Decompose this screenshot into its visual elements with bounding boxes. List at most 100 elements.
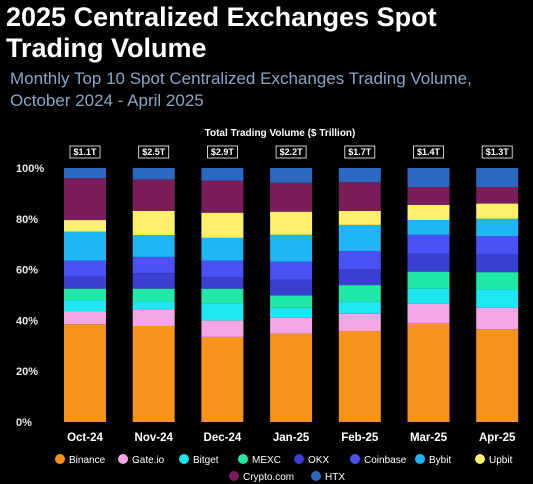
bar-segment-binance bbox=[476, 329, 519, 422]
bar-segment-mexc bbox=[407, 271, 450, 289]
bar-segment-bybit bbox=[132, 235, 175, 257]
legend-swatch bbox=[294, 454, 304, 464]
legend-label: Upbit bbox=[489, 455, 513, 466]
legend-swatch bbox=[229, 471, 239, 481]
legend-label: Gate.io bbox=[132, 455, 165, 466]
bar-segment-htx bbox=[407, 168, 450, 188]
bar-segment-mexc bbox=[338, 285, 381, 302]
bar-segment-coinbase bbox=[407, 234, 450, 254]
legend-label: Bitget bbox=[193, 455, 219, 466]
bar-segment-crypto-com bbox=[132, 179, 175, 211]
bar-segment-binance bbox=[270, 333, 313, 422]
x-tick-label: Nov-24 bbox=[135, 432, 174, 444]
total-label: $1.7T bbox=[348, 147, 372, 157]
bar-segment-bybit bbox=[476, 218, 519, 237]
bar-segment-okx bbox=[407, 253, 450, 272]
total-box bbox=[413, 145, 444, 159]
legend-swatch bbox=[350, 454, 360, 464]
total-label: $1.3T bbox=[486, 147, 510, 157]
bar-segment-mexc bbox=[201, 288, 244, 304]
bar-segment-bybit bbox=[270, 234, 313, 262]
total-label: $1.1T bbox=[73, 147, 97, 157]
total-box bbox=[275, 145, 307, 159]
bar-segment-binance bbox=[64, 324, 106, 422]
bar-segment-gate-io bbox=[132, 309, 175, 326]
bar-segment-gate-io bbox=[201, 320, 244, 337]
bar-segment-bitget bbox=[132, 301, 175, 310]
bar-segment-upbit bbox=[64, 220, 106, 232]
y-tick-label: 20% bbox=[16, 366, 38, 378]
total-label: $2.5T bbox=[142, 147, 166, 157]
bar-segment-htx bbox=[132, 168, 175, 180]
bar-segment-bybit bbox=[407, 220, 450, 235]
bar-segment-coinbase bbox=[201, 260, 244, 278]
bar-segment-bitget bbox=[338, 301, 381, 314]
bar-segment-coinbase bbox=[270, 261, 313, 280]
bar-segment-crypto-com bbox=[338, 182, 381, 211]
total-box bbox=[206, 145, 238, 159]
y-tick-label: 80% bbox=[16, 214, 38, 226]
total-box bbox=[138, 145, 170, 159]
bar-segment-crypto-com bbox=[201, 180, 244, 213]
legend-label: Binance bbox=[69, 455, 106, 466]
x-tick-label: Jan-25 bbox=[273, 432, 310, 444]
legend-swatch bbox=[415, 454, 425, 464]
bar-segment-binance bbox=[407, 322, 450, 422]
x-tick-label: Feb-25 bbox=[341, 432, 379, 444]
legend-swatch bbox=[238, 454, 248, 464]
bar-segment-htx bbox=[270, 168, 313, 183]
bar-segment-coinbase bbox=[338, 251, 381, 270]
bar-segment-upbit bbox=[476, 203, 519, 219]
total-label: $2.9T bbox=[211, 147, 235, 157]
bar-segment-gate-io bbox=[270, 317, 313, 334]
bar-segment-bitget bbox=[201, 303, 244, 321]
total-label: $2.2T bbox=[280, 147, 304, 157]
y-tick-label: 40% bbox=[16, 315, 38, 327]
bar-segment-htx bbox=[476, 168, 519, 188]
bar-segment-htx bbox=[64, 168, 106, 179]
bar-segment-gate-io bbox=[64, 311, 106, 325]
x-tick-label: Apr-25 bbox=[479, 432, 516, 444]
bar-segment-mexc bbox=[64, 288, 106, 301]
bar-segment-upbit bbox=[407, 204, 450, 221]
bar-segment-crypto-com bbox=[476, 187, 519, 204]
bar-segment-mexc bbox=[270, 295, 313, 308]
bar-segment-coinbase bbox=[64, 260, 106, 276]
bar-segment-mexc bbox=[476, 272, 519, 290]
legend-swatch bbox=[311, 471, 321, 481]
bar-segment-upbit bbox=[270, 211, 313, 235]
y-tick-label: 0% bbox=[16, 417, 32, 429]
legend-label: MEXC bbox=[252, 455, 281, 466]
bar-segment-upbit bbox=[132, 210, 175, 236]
bar-segment-bybit bbox=[338, 224, 381, 252]
bar-segment-binance bbox=[338, 331, 381, 422]
bar-segment-gate-io bbox=[476, 307, 519, 330]
bar-segment-coinbase bbox=[132, 256, 175, 274]
total-label: $1.4T bbox=[417, 147, 441, 157]
y-tick-label: 60% bbox=[16, 265, 38, 277]
bar-segment-coinbase bbox=[476, 236, 519, 255]
bar-segment-htx bbox=[338, 168, 381, 183]
legend-label: Coinbase bbox=[364, 455, 407, 466]
bar-segment-okx bbox=[270, 279, 313, 296]
bar-segment-bitget bbox=[270, 307, 313, 318]
chart-title: 2025 Centralized Exchanges Spot Trading … bbox=[6, 2, 437, 63]
bar-segment-okx bbox=[132, 273, 175, 289]
y-tick-label: 100% bbox=[16, 163, 44, 175]
bar-segment-okx bbox=[64, 275, 106, 289]
legend-label: HTX bbox=[325, 472, 345, 483]
x-tick-label: Dec-24 bbox=[204, 432, 242, 444]
bar-segment-bybit bbox=[201, 237, 244, 261]
total-box bbox=[344, 145, 376, 159]
bar-segment-upbit bbox=[338, 210, 381, 225]
bar-segment-okx bbox=[201, 277, 244, 289]
bar-segment-bitget bbox=[407, 288, 450, 304]
bar-segment-gate-io bbox=[338, 313, 381, 332]
legend-swatch bbox=[179, 454, 189, 464]
bar-segment-crypto-com bbox=[64, 178, 106, 221]
bar-segment-crypto-com bbox=[270, 182, 313, 212]
bar-segment-bitget bbox=[476, 289, 519, 308]
total-box bbox=[481, 145, 513, 159]
bar-segment-bitget bbox=[64, 300, 106, 312]
